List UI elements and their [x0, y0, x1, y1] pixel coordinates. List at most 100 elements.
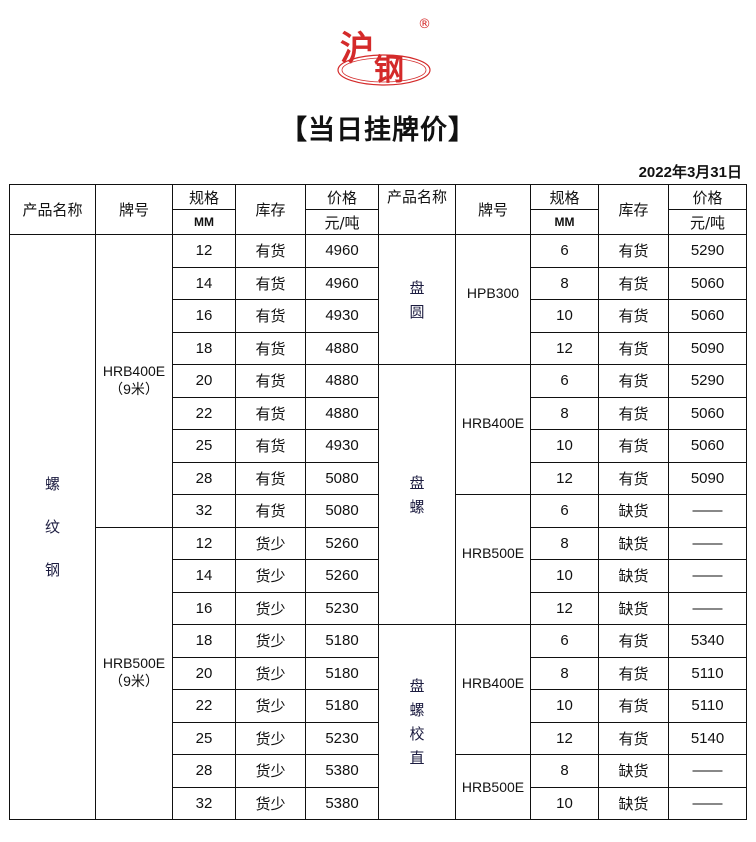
product-name-right: 盘螺	[409, 473, 425, 516]
stock-cell-right: 缺货	[598, 559, 669, 593]
spec-cell-right: 6	[530, 494, 599, 528]
price-cell-right: 5060	[668, 396, 747, 430]
table-row: 28 货少 5380 HRB500E 8 缺货 ——	[10, 754, 747, 820]
price-cell: 5260	[305, 559, 379, 593]
stock-cell: 货少	[235, 526, 306, 560]
header-price-unit-right: 元/吨	[668, 209, 747, 235]
stock-cell: 有货	[235, 364, 306, 398]
price-cell-right: 5290	[668, 364, 747, 398]
spec-cell: 12	[172, 234, 236, 268]
table-row: 16 有货 4930 10 有货 5060	[10, 299, 747, 333]
stock-cell-right: 缺货	[598, 591, 669, 625]
price-cell-right: 5060	[668, 266, 747, 300]
brand-cell: HRB500E （9米）	[95, 526, 173, 820]
price-cell-right: 5090	[668, 331, 747, 365]
stock-cell: 有货	[235, 234, 306, 268]
spec-cell-right: 12	[530, 461, 599, 495]
price-cell: 4960	[305, 266, 379, 300]
spec-cell: 32	[172, 494, 236, 528]
stock-cell: 货少	[235, 591, 306, 625]
spec-cell-right: 10	[530, 559, 599, 593]
stock-cell-right: 有货	[598, 364, 669, 398]
price-cell: 4930	[305, 429, 379, 463]
spec-cell-right: 10	[530, 429, 599, 463]
stock-cell-right: 有货	[598, 689, 669, 723]
header-product: 产品名称	[9, 184, 96, 235]
spec-cell-right: 8	[530, 754, 599, 788]
svg-text:沪: 沪	[340, 29, 374, 69]
price-cell: 5180	[305, 689, 379, 723]
stock-cell: 有货	[235, 461, 306, 495]
stock-cell-right: 有货	[598, 624, 669, 658]
spec-cell: 28	[172, 461, 236, 495]
spec-cell: 14	[172, 266, 236, 300]
price-cell: 4880	[305, 364, 379, 398]
price-cell: 5180	[305, 624, 379, 658]
product-name-right: 盘圆	[409, 278, 425, 321]
spec-cell-right: 12	[530, 591, 599, 625]
page-title: 【当日挂牌价】	[280, 115, 476, 146]
brand-cell-right: HPB300	[455, 234, 531, 365]
spec-cell-right: 12	[530, 721, 599, 755]
brand-cell-right: HRB500E	[455, 754, 531, 820]
svg-text:钢: 钢	[374, 53, 404, 88]
brand-cell-right: HRB500E	[455, 494, 531, 625]
spec-cell: 32	[172, 786, 236, 820]
stock-cell-right: 有货	[598, 721, 669, 755]
brand-cell: HRB400E （9米）	[95, 234, 173, 528]
price-cell-right: 5340	[668, 624, 747, 658]
spec-cell-right: 6	[530, 234, 599, 268]
price-cell-right: 5140	[668, 721, 747, 755]
spec-cell: 18	[172, 331, 236, 365]
stock-cell: 有货	[235, 331, 306, 365]
spec-cell-right: 8	[530, 656, 599, 690]
table-row: 14 货少 5260 10 缺货 ——	[10, 559, 747, 593]
brand-cell-right: HRB400E	[455, 624, 531, 755]
stock-cell-right: 有货	[598, 396, 669, 430]
price-cell-right: ——	[668, 786, 747, 820]
stock-cell: 货少	[235, 656, 306, 690]
spec-cell: 14	[172, 559, 236, 593]
price-cell: 4930	[305, 299, 379, 333]
product-name-right: 盘螺校直	[409, 677, 425, 767]
header-spec-right: 规格	[530, 184, 599, 210]
price-cell: 5260	[305, 526, 379, 560]
spec-cell: 16	[172, 299, 236, 333]
brand-name: HRB500E	[102, 655, 166, 672]
stock-cell: 货少	[235, 721, 306, 755]
spec-cell: 16	[172, 591, 236, 625]
price-cell: 5380	[305, 754, 379, 788]
stock-cell: 有货	[235, 429, 306, 463]
price-table: 产品名称 牌号 规格 库存 价格 产品名称 牌号 规格 库存 价格 MM 元/吨…	[9, 184, 747, 820]
stock-cell: 有货	[235, 266, 306, 300]
spec-cell: 22	[172, 396, 236, 430]
stock-cell: 货少	[235, 754, 306, 788]
stock-cell: 有货	[235, 299, 306, 333]
stock-cell: 货少	[235, 624, 306, 658]
price-cell-right: 5090	[668, 461, 747, 495]
price-cell: 4960	[305, 234, 379, 268]
spec-cell: 28	[172, 754, 236, 788]
table-row: 25 有货 4930 10 有货 5060	[10, 429, 747, 463]
price-cell-right: ——	[668, 494, 747, 528]
company-logo: 沪 钢 ®	[337, 17, 431, 88]
header-brand-right: 牌号	[455, 184, 531, 235]
brand-name: HRB400E	[102, 362, 166, 379]
table-row: HRB500E （9米） 12 货少 5260 8 缺货 ——	[10, 526, 747, 820]
header-brand: 牌号	[95, 184, 173, 235]
price-cell: 4880	[305, 331, 379, 365]
spec-cell-right: 10	[530, 689, 599, 723]
price-cell: 5230	[305, 721, 379, 755]
price-cell: 5180	[305, 656, 379, 690]
spec-cell: 20	[172, 656, 236, 690]
table-row: 20 有货 4880 盘螺 HRB400E 6 有货 5290	[10, 364, 747, 625]
price-cell-right: 5290	[668, 234, 747, 268]
spec-cell: 12	[172, 526, 236, 560]
price-cell-right: ——	[668, 559, 747, 593]
table-row: 螺纹钢 HRB400E （9米） 12 有货 4960 盘圆 HPB300 6 有货 5290	[9, 234, 747, 820]
price-cell-right: ——	[668, 526, 747, 560]
stock-cell: 有货	[235, 396, 306, 430]
price-cell-right: 5060	[668, 429, 747, 463]
stock-cell: 货少	[235, 559, 306, 593]
price-cell-right: ——	[668, 591, 747, 625]
